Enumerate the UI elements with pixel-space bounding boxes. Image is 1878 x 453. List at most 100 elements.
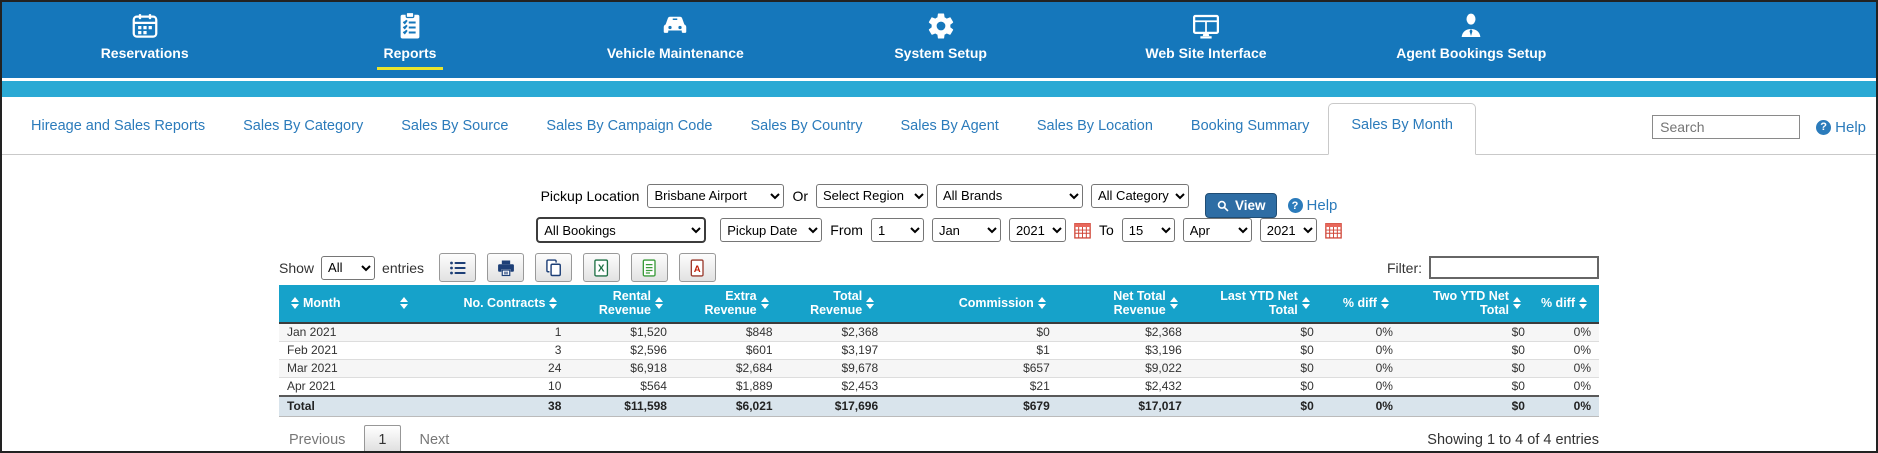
next-button[interactable]: Next [419,431,450,448]
sort-icon [400,297,409,310]
table-cell: $2,368 [780,322,887,342]
to-calendar-icon[interactable] [1324,222,1342,239]
search-input[interactable] [1652,115,1801,139]
table-cell: $2,596 [569,341,675,360]
doc-icon [640,258,660,278]
report-tabbar: Hireage and Sales Reports Sales By Categ… [2,97,1876,155]
table-cell: 0% [1532,377,1599,397]
table-cell [371,322,438,342]
page-1-button[interactable]: 1 [364,424,401,451]
help-link[interactable]: ? Help [1816,119,1866,136]
table-cell: $1,889 [674,377,781,397]
brands-select[interactable]: All Brands [936,183,1083,208]
date-type-select[interactable]: Pickup Date [720,218,823,242]
report-content: Pickup Location Brisbane Airport Or Sele… [2,155,1876,451]
table-cell: $0 [1189,341,1322,360]
print-button[interactable] [487,253,525,282]
excel-icon: X [592,258,612,278]
tab-sales-by-campaign-code[interactable]: Sales By Campaign Code [546,118,713,134]
copy-button[interactable] [535,253,573,282]
tab-sales-by-location[interactable]: Sales By Location [1036,118,1153,134]
table-row: Apr 2021 10 $564 $1,889 $2,453 $21 $2,432 $0 0% $… [279,377,1599,397]
column-header-label: Rental Revenue [598,289,651,318]
column-header-commission-6[interactable]: Commission [886,285,1058,324]
help-label: Help [1306,197,1338,214]
to-month-select[interactable]: Apr [1182,218,1252,242]
total-cell: $6,021 [674,394,781,417]
column-header-rental-revenue-3[interactable]: Rental Revenue [569,285,675,324]
column-header-net-total-revenue-7[interactable]: Net Total Revenue [1057,285,1190,324]
tab-sales-by-country[interactable]: Sales By Country [750,118,863,134]
pickup-location-select[interactable]: Brisbane Airport [647,183,785,208]
column-header-diff-11[interactable]: % diff [1532,285,1599,324]
tab-sales-by-category[interactable]: Sales By Category [243,118,364,134]
total-cell: 38 [437,394,570,417]
show-label: Show [279,259,315,276]
view-help-group: View ? Help [1205,193,1337,218]
tab-sales-by-month[interactable]: Sales By Month [1328,103,1476,155]
column-header-no-contracts-2[interactable]: No. Contracts [437,285,570,324]
from-month-select[interactable]: Jan [931,218,1001,242]
from-day-select[interactable]: 1 [870,218,924,242]
nav-item-reports[interactable]: Reports [277,11,542,78]
table-cell: $564 [569,377,675,397]
to-day-select[interactable]: 15 [1121,218,1175,242]
nav-item-vehicle-maintenance[interactable]: Vehicle Maintenance [543,11,808,78]
column-header-label: Total Revenue [810,289,863,318]
column-header-diff-9[interactable]: % diff [1321,285,1401,324]
region-select[interactable]: Select Region [816,183,928,208]
column-header-label: Extra Revenue [704,289,757,318]
column-header-extra-revenue-4[interactable]: Extra Revenue [674,285,781,324]
tab-sales-by-agent[interactable]: Sales By Agent [900,118,999,134]
to-year-select[interactable]: 2021 [1259,218,1317,242]
nav-item-reservations[interactable]: Reservations [12,11,277,78]
table-cell: Jan 2021 [279,322,372,342]
column-list-button[interactable] [439,253,477,282]
nav-item-system-setup[interactable]: System Setup [808,11,1073,78]
filters-help-link[interactable]: ? Help [1287,197,1338,214]
column-header-month-0[interactable]: Month [279,285,372,324]
column-header-sort-1[interactable] [371,285,438,324]
tab-sales-by-source[interactable]: Sales By Source [401,118,509,134]
filter-group: Filter: [1387,256,1599,279]
category-select[interactable]: All Category [1091,183,1189,208]
total-cell [371,394,438,417]
table-filter-input[interactable] [1429,256,1599,279]
column-header-label: Commission [958,296,1034,311]
table-cell: 10 [437,377,570,397]
previous-button[interactable]: Previous [289,431,346,448]
column-header-total-revenue-5[interactable]: Total Revenue [780,285,887,324]
total-cell: $17,017 [1057,394,1190,417]
table-cell: $1,520 [569,322,675,342]
bookings-type-select[interactable]: All Bookings [536,217,707,243]
table-cell: 0% [1532,322,1599,342]
table-cell: $9,678 [780,359,887,378]
question-icon: ? [1287,198,1303,213]
column-header-two-ytd-net-total-10[interactable]: Two YTD Net Total [1400,285,1533,324]
from-calendar-icon[interactable] [1074,222,1091,239]
export-excel-button[interactable]: X [583,253,621,282]
export-pdf-button[interactable]: A [679,253,717,282]
total-cell: $11,598 [569,394,675,417]
column-header-label: % diff [1342,296,1377,311]
from-year-select[interactable]: 2021 [1008,218,1066,242]
nav-item-web-site-interface[interactable]: Web Site Interface [1073,11,1338,78]
pagination: Previous 1 Next Showing 1 to 4 of 4 entr… [279,424,1599,451]
table-cell: $0 [1189,359,1322,378]
table-cell: 3 [437,341,570,360]
total-row: Total 38 $11,598 $6,021 $17,696 $679 $17,017 $0… [279,394,1599,417]
export-csv-button[interactable] [631,253,669,282]
sort-icon [1579,297,1587,310]
table-cell: Feb 2021 [279,341,372,360]
view-button[interactable]: View [1205,193,1277,218]
tab-hireage-and-sales-reports[interactable]: Hireage and Sales Reports [31,118,206,134]
total-cell: $679 [886,394,1058,417]
column-header-last-ytd-net-total-8[interactable]: Last YTD Net Total [1189,285,1322,324]
filter-row-2: All Bookings Pickup Date From 1 Jan 2021… [2,217,1876,243]
nav-item-agent-bookings-setup[interactable]: Agent Bookings Setup [1339,11,1604,78]
table-cell: $6,918 [569,359,675,378]
table-cell: 0% [1532,341,1599,360]
tab-booking-summary[interactable]: Booking Summary [1190,118,1310,134]
sort-icon [866,297,875,310]
page-length-select[interactable]: All [321,255,376,280]
